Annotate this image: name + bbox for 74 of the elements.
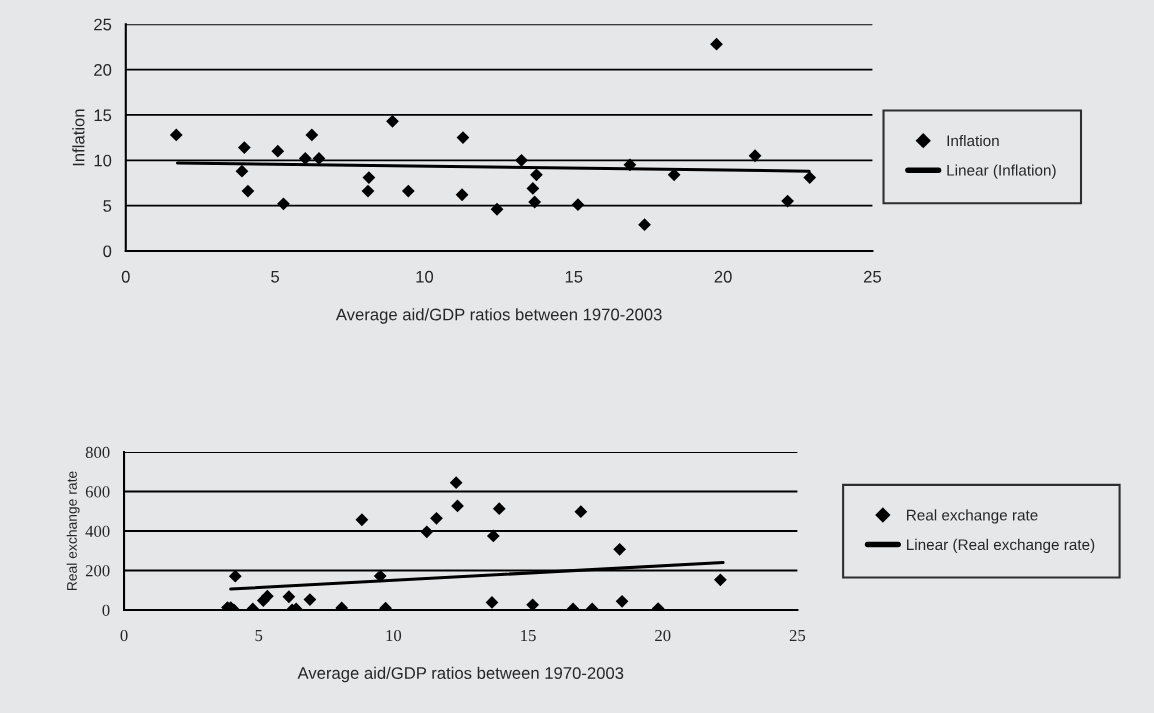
point [228,569,242,583]
point [386,114,399,128]
point [714,573,727,587]
y-tick-label: 10 [94,154,112,167]
legend-label: Real exchange rate [907,509,1038,524]
point [574,505,588,519]
point [237,141,251,154]
point [667,168,681,182]
point [526,182,540,195]
y-tick-label: 20 [94,63,112,76]
y-axis-title: Real exchange rate [66,471,80,591]
x-tick-label: 0 [121,270,130,283]
point [528,195,542,209]
x-tick-label: 20 [655,629,671,642]
x-tick-label: 20 [714,270,732,283]
point [401,184,415,198]
y-tick-label: 200 [85,565,110,577]
point [362,171,376,184]
point [260,589,274,603]
point [355,513,369,527]
x-tick-label: 10 [386,629,402,642]
point [305,128,319,142]
x-tick-label: 15 [565,271,583,283]
y-tick-label: 0 [103,245,112,258]
x-tick-label: 5 [271,271,280,283]
x-tick-label: 25 [863,270,881,283]
x-axis-title: Average aid/GDP ratios between 1970-2003 [335,308,662,324]
point [803,171,817,184]
point [490,202,504,216]
point [526,598,540,610]
y-tick-label: 800 [85,446,110,458]
point [169,128,183,142]
x-tick-label: 0 [120,629,128,642]
point [613,542,627,556]
point [430,511,443,525]
point [241,184,255,198]
legend-label: Linear (Real exchange rate) [907,538,1095,554]
x-tick-label: 5 [255,630,263,642]
point [298,152,312,165]
point [781,194,794,208]
point [277,197,290,211]
y-tick-label: 15 [94,109,112,122]
point [420,525,434,539]
x-tick-label: 25 [789,629,806,642]
point [271,144,285,158]
point [530,168,543,182]
x-axis-title: Average aid/GDP ratios between 1970-2003 [297,666,624,683]
x-tick-label: 10 [416,270,434,283]
y-tick-label: 5 [103,200,112,212]
point [492,502,506,516]
point [748,149,762,163]
point [638,218,651,232]
y-tick-label: 25 [94,18,112,31]
y-tick-label: 600 [85,486,110,498]
point [623,158,637,172]
point [486,529,500,543]
legend-label: Inflation [947,134,999,147]
point [455,188,469,202]
point [710,37,723,51]
y-tick-label: 400 [85,525,110,537]
point [571,198,585,212]
point [615,594,629,608]
point [361,184,375,198]
point [456,131,470,144]
y-tick-label: 0 [102,604,110,616]
point [449,476,463,490]
x-tick-label: 15 [521,629,536,642]
y-axis-title: Inflation [72,109,85,166]
point [373,569,387,583]
point [235,164,249,178]
point [515,153,528,167]
legend-label: Linear (Inflation) [947,164,1056,179]
point [282,590,296,604]
point [303,593,317,606]
